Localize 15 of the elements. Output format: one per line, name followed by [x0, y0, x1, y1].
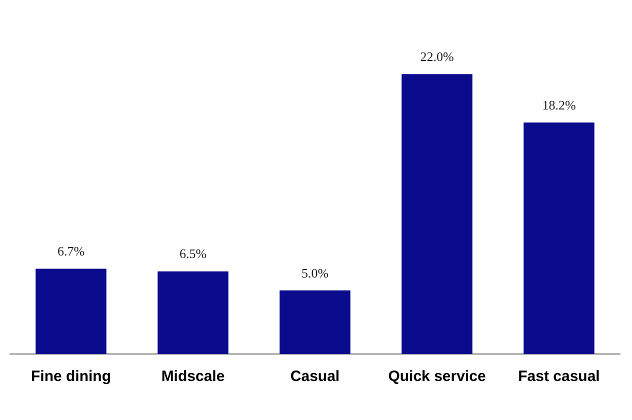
bar	[280, 290, 350, 354]
x-tick-label: Midscale	[161, 368, 225, 386]
bar	[158, 271, 228, 354]
x-tick-label: Casual	[290, 368, 340, 386]
data-label: 5.0%	[301, 265, 329, 280]
data-label: 6.5%	[179, 246, 207, 262]
x-tick-label: Fast casual	[518, 368, 600, 386]
x-tick-label: Fine dining	[31, 368, 111, 386]
bar	[524, 122, 594, 354]
data-label: 18.2%	[542, 97, 576, 112]
bar	[36, 268, 106, 354]
bar	[402, 74, 472, 354]
x-tick-label: Quick service	[388, 368, 486, 386]
data-label: 22.0%	[420, 49, 454, 64]
data-label: 6.7%	[57, 244, 85, 259]
